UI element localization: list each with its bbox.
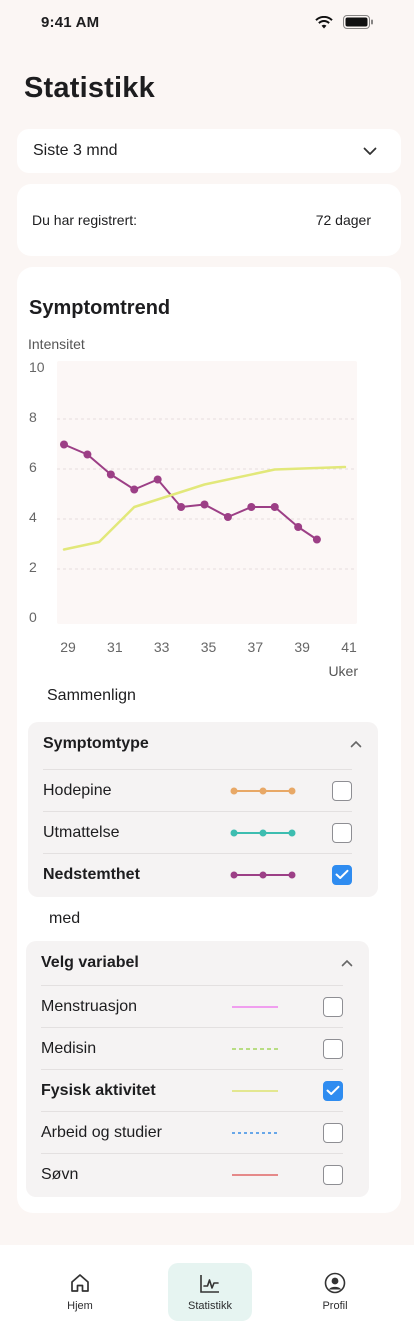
chart-point-nedstemthet — [312, 535, 321, 544]
option-label: Medisin — [41, 1039, 97, 1057]
option-row[interactable]: Nedstemthet — [43, 853, 352, 895]
option-label: Arbeid og studier — [41, 1123, 162, 1141]
chart-point-nedstemthet — [270, 503, 279, 511]
registration-label: Du har registrert: — [32, 212, 138, 228]
chart-pulse-icon — [200, 1275, 219, 1293]
tab-home[interactable]: Hjem — [38, 1263, 122, 1321]
chart-x-tick-label: 41 — [341, 639, 357, 655]
check-icon — [326, 1085, 340, 1095]
chart-y-tick-label: 10 — [29, 359, 45, 375]
variable-title: Velg variabel — [41, 954, 139, 971]
option-row[interactable]: Utmattelse — [43, 811, 352, 853]
status-time: 9:41 AM — [41, 14, 100, 31]
profile-icon — [324, 1272, 346, 1294]
legend-marker-line — [230, 871, 296, 878]
chart-x-tick-label: 35 — [201, 639, 217, 655]
symptom-trend-card: Symptomtrend Intensitet 0 2 4 6 8 10 29 31 33 35 37… — [17, 267, 401, 1213]
chart-y-axis-label: Intensitet — [28, 336, 85, 352]
chart-x-tick-label: 39 — [294, 639, 310, 655]
symptom-trend-chart: Intensitet 0 2 4 6 8 10 29 31 33 35 37 39 41 Uker — [28, 336, 358, 679]
option-label: Utmattelse — [43, 823, 120, 841]
chart-point-nedstemthet — [60, 440, 68, 449]
trend-title: Symptomtrend — [29, 297, 171, 319]
registration-card: Du har registrert: 72 dager — [17, 184, 401, 256]
chart-point-nedstemthet — [106, 470, 115, 479]
chart-point-nedstemthet — [83, 450, 92, 459]
home-icon — [71, 1274, 89, 1292]
chart-point-nedstemthet — [223, 513, 232, 521]
chevron-up-icon — [341, 959, 353, 967]
wifi-icon — [315, 15, 333, 28]
chart-y-tick-label: 8 — [29, 409, 37, 425]
chart-series-line-fysisk_aktivitet — [62, 465, 347, 551]
chart-point-nedstemthet — [130, 485, 139, 494]
option-checkbox[interactable] — [323, 996, 343, 1017]
tab-profile-label: Profil — [322, 1300, 348, 1312]
legend-marker-line — [230, 829, 296, 836]
option-checkbox[interactable] — [323, 1122, 343, 1143]
option-label: Fysisk aktivitet — [41, 1081, 156, 1099]
chevron-up-icon — [350, 740, 362, 748]
variable-panel: Velg variabel Menstruasjon Medisin Fysisk … — [26, 941, 369, 1197]
status-icons — [315, 15, 374, 29]
legend-line — [232, 1131, 278, 1134]
tab-statistics[interactable]: Statistikk — [168, 1263, 252, 1321]
chart-y-tick-label: 4 — [29, 509, 37, 525]
option-checkbox[interactable] — [323, 1080, 343, 1101]
status-bar: 9:41 AM — [0, 0, 414, 44]
period-selected-value: Siste 3 mnd — [33, 142, 118, 159]
chart-x-tick-label: 29 — [60, 639, 76, 655]
tab-statistics-label: Statistikk — [187, 1300, 232, 1312]
page-title: Statistikk — [24, 72, 155, 104]
chart-point-nedstemthet — [294, 523, 303, 531]
chart-series-line-nedstemthet — [63, 443, 318, 541]
chart-x-tick-label: 31 — [107, 639, 123, 655]
option-checkbox[interactable] — [332, 822, 352, 843]
variable-header[interactable]: Velg variabel — [41, 941, 353, 985]
option-row[interactable]: Arbeid og studier — [41, 1111, 343, 1153]
legend-line — [232, 1173, 278, 1176]
chart-point-nedstemthet — [200, 500, 209, 509]
tab-bar: Hjem Statistikk Profil — [0, 1245, 414, 1337]
chart-x-axis-label: Uker — [328, 663, 358, 679]
symptom-type-panel: Symptomtype Hodepine Utmattelse Nedstemthe… — [28, 722, 378, 897]
chart-point-nedstemthet — [153, 475, 162, 484]
chart-x-tick-label: 37 — [248, 639, 264, 655]
option-row[interactable]: Menstruasjon — [41, 985, 343, 1027]
option-label: Menstruasjon — [41, 997, 138, 1015]
with-label: med — [49, 910, 81, 927]
chart-plot-area — [57, 361, 357, 624]
chart-y-tick-label: 2 — [29, 559, 37, 575]
option-row[interactable]: Fysisk aktivitet — [41, 1069, 343, 1111]
symptom-type-header[interactable]: Symptomtype — [43, 722, 362, 766]
symptom-type-title: Symptomtype — [43, 735, 149, 752]
legend-line — [232, 1005, 278, 1008]
option-checkbox[interactable] — [332, 780, 352, 801]
option-checkbox[interactable] — [332, 864, 352, 885]
option-label: Søvn — [41, 1165, 79, 1183]
battery-icon — [343, 15, 373, 29]
chart-point-nedstemthet — [247, 503, 256, 511]
compare-label: Sammenlign — [47, 687, 136, 704]
chevron-down-icon — [363, 147, 377, 155]
option-row[interactable]: Søvn — [41, 1153, 343, 1195]
option-checkbox[interactable] — [323, 1038, 343, 1059]
chart-x-tick-label: 33 — [154, 639, 170, 655]
legend-marker-line — [230, 787, 296, 794]
option-row[interactable]: Hodepine — [43, 769, 352, 811]
check-icon — [335, 869, 349, 879]
tab-profile[interactable]: Profil — [293, 1263, 377, 1321]
legend-line — [232, 1089, 278, 1092]
tab-home-label: Hjem — [67, 1300, 93, 1312]
option-label: Nedstemthet — [43, 865, 140, 883]
option-checkbox[interactable] — [323, 1164, 343, 1185]
option-label: Hodepine — [43, 781, 112, 799]
registration-value: 72 dager — [315, 212, 371, 228]
chart-point-nedstemthet — [177, 503, 186, 511]
option-row[interactable]: Medisin — [41, 1027, 343, 1069]
legend-line — [232, 1047, 278, 1050]
chart-y-tick-label: 0 — [29, 609, 37, 625]
period-dropdown[interactable]: Siste 3 mnd — [17, 129, 401, 173]
chart-y-tick-label: 6 — [29, 459, 37, 475]
